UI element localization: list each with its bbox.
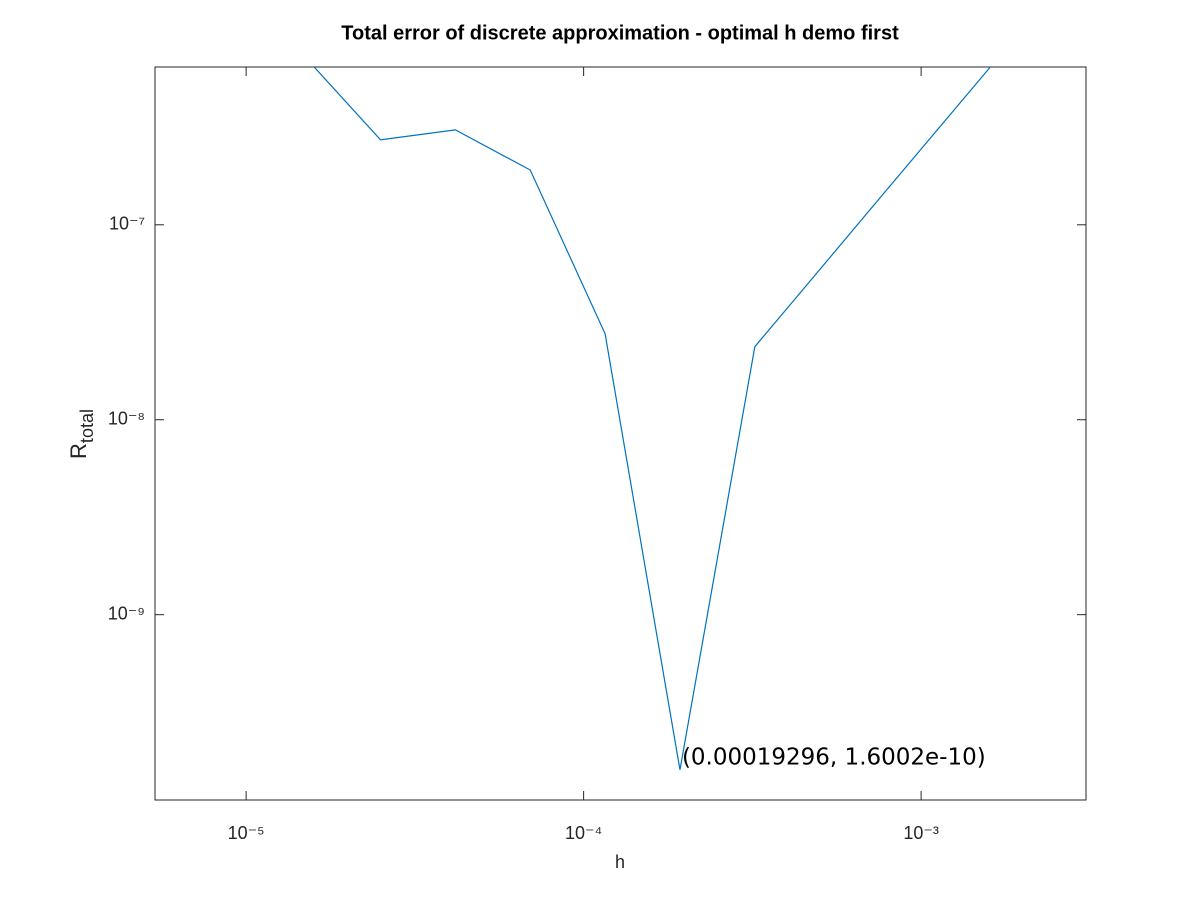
y-axis-label: Rtotal bbox=[66, 409, 97, 459]
x-tick-label: 10⁻³ bbox=[903, 823, 939, 843]
plot-area bbox=[154, 66, 1087, 801]
y-axis-label-subscript: total bbox=[77, 409, 97, 443]
y-tick-label: 10⁻⁸ bbox=[108, 408, 145, 428]
annotation: (0.00019296, 1.6002e-10) bbox=[682, 744, 986, 770]
y-tick-label: 10⁻⁷ bbox=[109, 214, 145, 234]
x-tick-label: 10⁻⁴ bbox=[565, 823, 602, 843]
chart-title: Total error of discrete approximation - … bbox=[341, 22, 899, 44]
x-axis-label: h bbox=[615, 852, 625, 872]
data-line bbox=[313, 67, 992, 770]
y-tick-label: 10⁻⁹ bbox=[108, 603, 145, 623]
x-tick-label: 10⁻⁵ bbox=[228, 823, 265, 843]
y-axis-label-base: R bbox=[66, 443, 91, 459]
plot-clip bbox=[313, 67, 992, 770]
